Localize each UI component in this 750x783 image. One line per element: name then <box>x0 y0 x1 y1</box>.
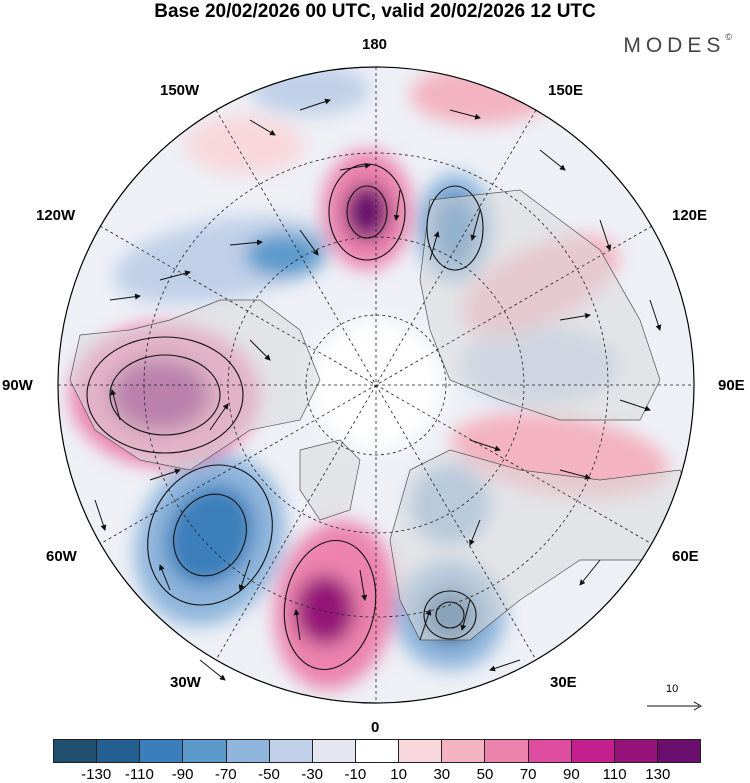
colorbar-segment <box>657 740 701 762</box>
lon-label-150e: 150E <box>548 82 584 99</box>
colorbar-segment <box>571 740 615 762</box>
brand-mark: © <box>725 32 732 42</box>
colorbar-tick-label: -110 <box>124 766 154 783</box>
lon-label-30e: 30E <box>550 674 577 691</box>
colorbar-segment <box>226 740 270 762</box>
colorbar-segment <box>183 740 227 762</box>
colorbar <box>53 739 701 763</box>
colorbar-tick-label: -130 <box>81 766 112 783</box>
lon-label-90w: 90W <box>2 377 33 394</box>
colorbar-tick-label: -90 <box>171 766 194 783</box>
colorbar-tick-label: 90 <box>563 766 580 783</box>
lon-label-120e: 120E <box>672 207 708 224</box>
lon-label-30w: 30W <box>170 674 201 691</box>
colorbar-tick-label: -70 <box>214 766 237 783</box>
colorbar-segment <box>528 740 572 762</box>
lon-label-120w: 120W <box>36 207 76 224</box>
wind-vectors <box>94 98 662 681</box>
height-contours <box>86 163 484 671</box>
colorbar-segment <box>442 740 486 762</box>
lon-label-180: 180 <box>362 36 388 53</box>
colorbar-segment <box>614 740 658 762</box>
lon-label-150w: 150W <box>160 82 200 99</box>
reference-vector-label: 10 <box>666 683 679 695</box>
colorbar-segment <box>97 740 141 762</box>
lon-label-0: 0 <box>371 719 380 736</box>
brand-name: MODES <box>623 34 726 57</box>
colorbar-tick-label: 110 <box>602 766 627 783</box>
lon-label-60e: 60E <box>672 548 699 565</box>
colorbar-segment <box>485 740 529 762</box>
colorbar-segment <box>54 740 98 762</box>
anomaly-field <box>58 67 694 703</box>
colorbar-tick-label: -50 <box>258 766 280 783</box>
colorbar-segment <box>355 740 400 762</box>
colorbar-tick-label: -10 <box>344 766 367 783</box>
colorbar-segment <box>140 740 184 762</box>
colorbar-ticks: -130 -110 -90 -70 -50 -30 -10 10 30 50 70 90 110 130 <box>53 764 701 783</box>
colorbar-tick-label: 10 <box>390 766 407 783</box>
colorbar-tick-label: 50 <box>476 766 494 783</box>
lon-label-90e: 90E <box>718 377 745 394</box>
map-title: Base 20/02/2026 00 UTC, valid 20/02/2026… <box>154 1 596 22</box>
colorbar-tick-label: 130 <box>645 766 671 783</box>
brand-logo: MODES© <box>623 32 732 58</box>
colorbar-segment <box>269 740 313 762</box>
colorbar-segment <box>399 740 443 762</box>
colorbar-segment <box>312 740 356 762</box>
lon-label-60w: 60W <box>46 548 77 565</box>
colorbar-tick-label: -30 <box>301 766 324 783</box>
map-boundary <box>57 66 695 704</box>
reference-vector <box>647 701 703 711</box>
colorbar-tick-label: 30 <box>433 766 451 783</box>
colorbar-tick-label: 70 <box>519 766 537 783</box>
